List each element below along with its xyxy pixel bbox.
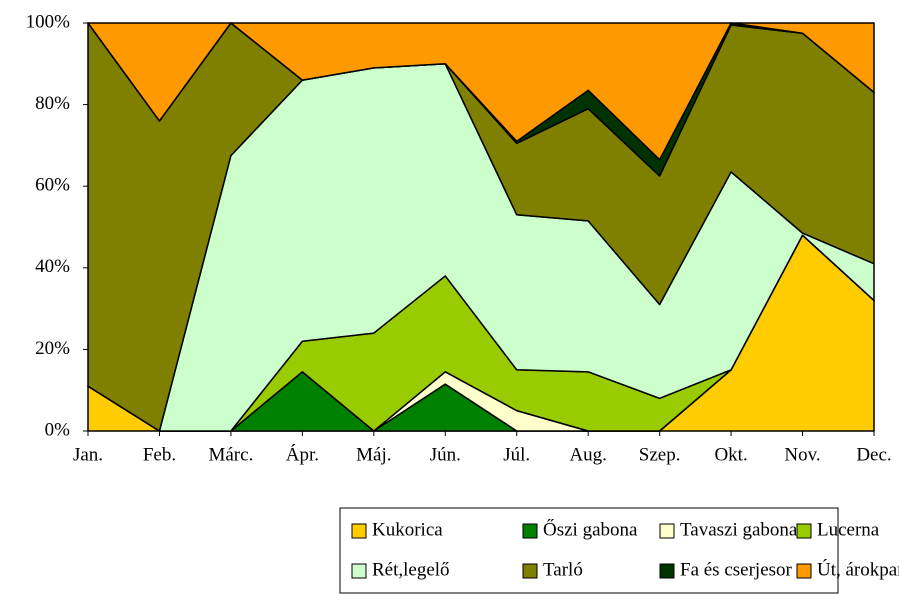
legend-label: Fa és cserjesor [680,559,793,580]
legend-swatch [796,523,812,539]
x-tick-label: Jan. [73,444,103,465]
legend-swatch [796,563,812,579]
legend-swatch [351,523,367,539]
x-tick-label: Szep. [639,444,681,465]
x-tick-label: Máj. [356,444,391,465]
x-tick-label: Okt. [714,444,747,465]
legend-box [339,507,839,594]
y-tick-label: 80% [35,93,70,114]
legend-swatch [522,523,538,539]
legend-label: Rét,legelő [372,559,450,580]
x-tick-label: Feb. [143,444,176,465]
legend-label: Tarló [543,559,583,580]
y-tick-label: 100% [26,11,71,32]
legend-label: Út, árokpart [817,558,899,580]
x-tick-label: Dec. [856,444,891,465]
legend-label: Tavaszi gabona [680,519,798,540]
legend-label: Lucerna [817,519,880,540]
x-tick-label: Nov. [784,444,820,465]
legend-swatch [659,563,675,579]
x-tick-label: Jún. [430,444,461,465]
y-tick-label: 60% [35,175,70,196]
legend-label: Őszi gabona [543,518,638,540]
y-tick-label: 0% [45,419,71,440]
x-tick-label: Aug. [569,444,606,465]
y-tick-label: 40% [35,256,70,277]
y-tick-label: 20% [35,338,70,359]
legend-swatch [522,563,538,579]
x-tick-label: Júl. [503,444,530,465]
legend: Kukorica Őszi gabona Tavaszi gabona Lucerna… [339,507,899,594]
x-tick-label: Márc. [208,444,253,465]
legend-swatch [659,523,675,539]
x-tick-label: Ápr. [286,443,319,465]
area [87,22,875,161]
legend-swatch [351,563,367,579]
legend-label: Kukorica [372,519,443,540]
